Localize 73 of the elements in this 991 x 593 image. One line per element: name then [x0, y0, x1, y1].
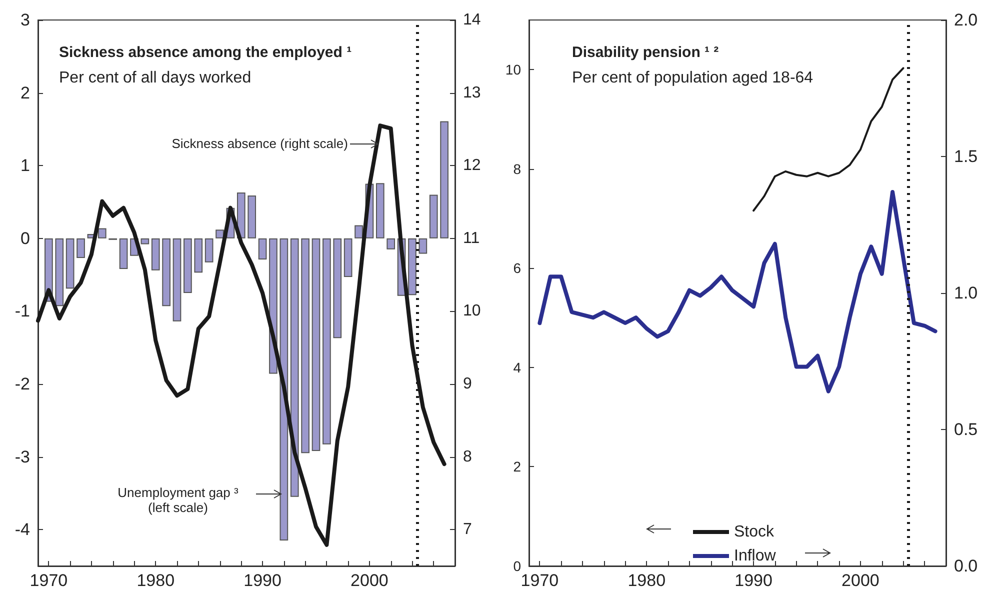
y2-tick-label: 7 — [463, 521, 472, 538]
bar — [119, 238, 128, 269]
bar — [194, 238, 203, 273]
bar — [290, 238, 299, 497]
y2-tick-label: 12 — [463, 157, 481, 174]
annotation: Sickness absence (right scale) — [172, 136, 348, 151]
text: Per cent of all days worked — [59, 70, 252, 86]
bar — [162, 238, 170, 306]
x-tick-label: 1990 — [244, 571, 282, 590]
x-tick-label: 1970 — [520, 571, 559, 590]
line-series — [538, 190, 938, 394]
bar — [312, 238, 320, 451]
y-tick-label: 8 — [513, 160, 522, 177]
y2-tick-label: 10 — [463, 302, 481, 320]
y-tick-label: -2 — [14, 374, 30, 394]
bar — [301, 238, 310, 454]
bar — [98, 228, 106, 238]
y2-tick-label: 0.5 — [954, 420, 978, 439]
bar — [429, 194, 438, 238]
bar — [386, 238, 396, 250]
y-tick-label: 2 — [513, 458, 522, 475]
bar — [440, 121, 448, 238]
y-tick-label: 0 — [513, 558, 522, 574]
bar — [66, 238, 74, 289]
y2-tick-label: 9 — [463, 376, 472, 392]
bar — [333, 238, 342, 338]
legend-label: Stock — [734, 524, 776, 540]
bar — [204, 238, 214, 262]
bar — [354, 225, 363, 238]
y2-tick-label: 2.0 — [954, 10, 978, 30]
y-tick-label: 1 — [20, 156, 30, 176]
y-tick-label: -3 — [14, 447, 30, 466]
annotation: Unemployment gap ³ (left scale) — [118, 485, 238, 515]
y-tick-label: -4 — [14, 520, 30, 540]
bar — [151, 238, 160, 270]
x-tick-label: 1980 — [628, 571, 666, 590]
y-tick-label: 6 — [513, 260, 522, 276]
y-tick-label: 10 — [505, 62, 522, 78]
bar — [172, 238, 182, 322]
bar — [322, 238, 331, 444]
bar — [344, 238, 352, 277]
y-tick-label: 4 — [513, 359, 522, 376]
bar — [55, 238, 64, 306]
bar — [216, 230, 224, 238]
y-tick-label: 2 — [20, 83, 30, 102]
bar — [408, 238, 416, 296]
y2-tick-label: 14 — [463, 12, 481, 28]
bar — [140, 238, 150, 244]
bar — [236, 192, 246, 238]
text: Sickness absence among the employed ¹ — [59, 44, 352, 61]
bar — [418, 238, 428, 254]
y2-tick-label: 1.0 — [954, 284, 978, 302]
text: Per cent of population aged 18-64 — [572, 70, 814, 86]
bar — [184, 238, 192, 293]
bar — [258, 238, 267, 260]
x-tick-label: 2000 — [350, 571, 388, 590]
y2-tick-label: 8 — [463, 448, 472, 466]
legend-label: Inflow — [734, 548, 776, 564]
x-tick-label: 1970 — [30, 571, 68, 590]
bar — [76, 238, 85, 258]
text: Disability pension ¹ ² — [572, 44, 719, 61]
bar — [376, 183, 384, 238]
x-tick-label: 2000 — [842, 571, 880, 590]
bar — [248, 195, 256, 238]
y2-tick-label: 13 — [463, 84, 481, 102]
x-tick-label: 1980 — [136, 571, 175, 590]
y2-tick-label: 1.5 — [954, 147, 978, 166]
y-tick-label: 0 — [20, 228, 30, 248]
y2-tick-label: 11 — [463, 230, 480, 247]
y2-tick-label: 0.0 — [954, 556, 978, 576]
y-tick-label: -1 — [14, 302, 30, 321]
y-tick-label: 3 — [20, 10, 30, 30]
x-tick-label: 1990 — [734, 571, 772, 590]
